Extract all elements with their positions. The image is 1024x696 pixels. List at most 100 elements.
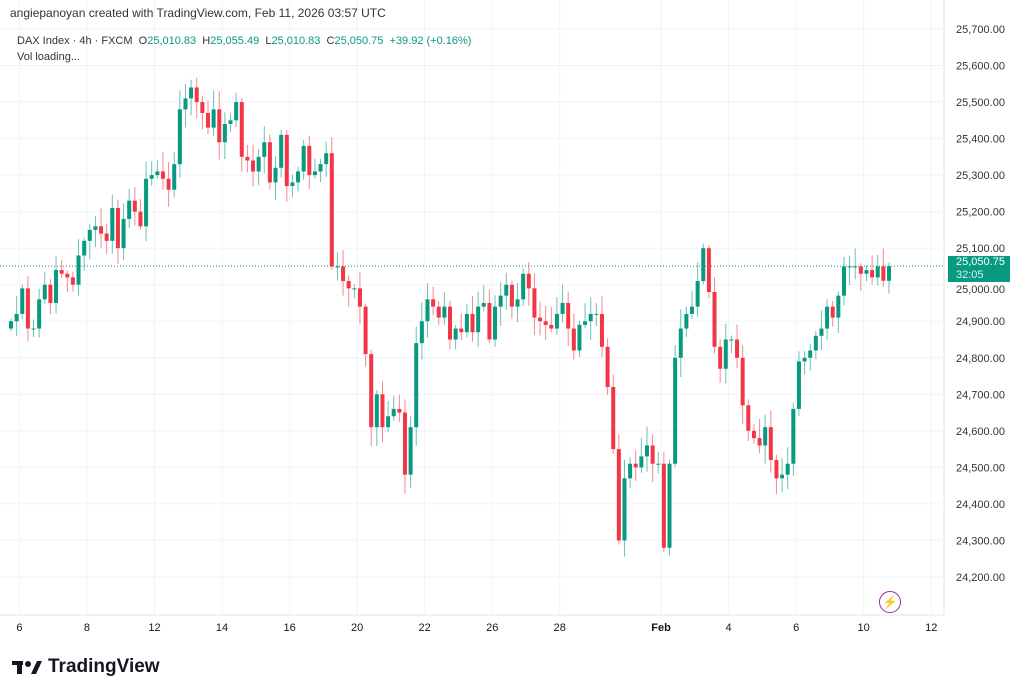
candle-down bbox=[59, 270, 64, 274]
candle-down bbox=[115, 207, 120, 249]
candle-up bbox=[211, 109, 216, 128]
candle-up bbox=[887, 266, 891, 281]
candle-down bbox=[99, 226, 104, 234]
candle-up bbox=[234, 102, 239, 121]
candle-down bbox=[369, 354, 374, 428]
candle-down bbox=[599, 313, 604, 347]
candle-up bbox=[690, 306, 695, 314]
candle-down bbox=[70, 277, 75, 285]
candle-up bbox=[841, 266, 846, 296]
candle-down bbox=[251, 160, 256, 172]
candle-up bbox=[493, 306, 498, 340]
candle-up bbox=[177, 109, 182, 165]
candle-up bbox=[588, 313, 593, 322]
candle-down bbox=[160, 171, 165, 179]
candle-down bbox=[329, 153, 334, 267]
candle-down bbox=[459, 328, 464, 333]
candle-down bbox=[284, 134, 289, 187]
candle-down bbox=[25, 288, 30, 329]
candle-up bbox=[853, 266, 858, 268]
low-label: L bbox=[265, 35, 272, 47]
candle-up bbox=[262, 142, 267, 157]
candle-down bbox=[341, 266, 346, 282]
candle-up bbox=[391, 408, 396, 417]
candle-down bbox=[774, 460, 779, 479]
candle-up bbox=[628, 463, 633, 479]
candle-up bbox=[149, 175, 154, 179]
x-tick-label: 4 bbox=[726, 622, 732, 634]
candle-up bbox=[312, 171, 317, 176]
candle-down bbox=[346, 281, 351, 289]
candle-up bbox=[408, 427, 413, 475]
candle-down bbox=[661, 463, 666, 548]
candle-down bbox=[768, 427, 773, 461]
candle-up bbox=[172, 164, 177, 190]
change-value: +39.92 (+0.16%) bbox=[389, 35, 472, 47]
candle-up bbox=[667, 463, 672, 548]
candle-up bbox=[222, 123, 227, 143]
lightning-icon[interactable]: ⚡ bbox=[879, 591, 901, 613]
y-tick-label: 24,900.00 bbox=[956, 316, 1005, 328]
candle-up bbox=[228, 120, 233, 124]
candle-up bbox=[31, 328, 36, 330]
candle-up bbox=[318, 164, 323, 172]
candle-down bbox=[267, 142, 272, 183]
candle-down bbox=[48, 284, 53, 303]
candle-up bbox=[825, 306, 830, 329]
candle-down bbox=[605, 346, 610, 387]
candle-up bbox=[673, 357, 678, 464]
x-tick-label: 22 bbox=[419, 622, 431, 634]
candle-up bbox=[37, 299, 42, 329]
candle-down bbox=[194, 87, 199, 103]
y-tick-label: 25,700.00 bbox=[956, 24, 1005, 36]
tradingview-logo-icon bbox=[12, 661, 42, 674]
candle-up bbox=[802, 357, 807, 362]
candle-down bbox=[487, 302, 492, 340]
candle-up bbox=[386, 416, 391, 428]
chart-credit: angiepanoyan created with TradingView.co… bbox=[10, 6, 386, 20]
candle-down bbox=[138, 211, 143, 227]
candle-up bbox=[796, 361, 801, 409]
candle-up bbox=[273, 167, 278, 183]
x-tick-label: Feb bbox=[651, 622, 671, 634]
candle-down bbox=[200, 102, 205, 114]
candle-down bbox=[104, 233, 109, 241]
x-tick-label: 14 bbox=[216, 622, 228, 634]
candle-down bbox=[380, 394, 385, 428]
candle-down bbox=[239, 102, 244, 157]
candle-up bbox=[189, 87, 194, 99]
y-tick-label: 25,100.00 bbox=[956, 243, 1005, 255]
candle-up bbox=[847, 266, 852, 268]
y-tick-label: 24,200.00 bbox=[956, 572, 1005, 584]
candle-down bbox=[650, 445, 655, 464]
y-tick-label: 25,300.00 bbox=[956, 170, 1005, 182]
candle-up bbox=[684, 313, 689, 329]
candle-up bbox=[14, 313, 19, 322]
candle-down bbox=[470, 313, 475, 333]
close-value: 25,050.75 bbox=[334, 35, 384, 47]
candle-up bbox=[121, 218, 126, 249]
candle-up bbox=[813, 335, 818, 351]
candle-up bbox=[836, 295, 841, 318]
candle-up bbox=[521, 273, 526, 300]
x-tick-label: 20 bbox=[351, 622, 363, 634]
y-tick-label: 25,400.00 bbox=[956, 134, 1005, 146]
candle-up bbox=[554, 313, 559, 329]
candle-up bbox=[583, 321, 588, 325]
candle-up bbox=[864, 270, 869, 274]
symbol-label[interactable]: DAX Index · 4h · FXCM bbox=[17, 35, 133, 47]
candle-down bbox=[132, 200, 137, 212]
candle-up bbox=[464, 313, 469, 333]
candle-up bbox=[476, 306, 481, 333]
candle-down bbox=[633, 463, 638, 468]
candle-up bbox=[695, 281, 700, 307]
candle-down bbox=[740, 357, 745, 406]
candle-up bbox=[577, 324, 582, 351]
candle-up bbox=[256, 156, 261, 172]
candle-down bbox=[436, 306, 441, 318]
bar-countdown: 32:05 bbox=[956, 269, 984, 281]
candle-up bbox=[183, 98, 188, 110]
y-tick-label: 24,300.00 bbox=[956, 535, 1005, 547]
y-tick-label: 24,700.00 bbox=[956, 389, 1005, 401]
